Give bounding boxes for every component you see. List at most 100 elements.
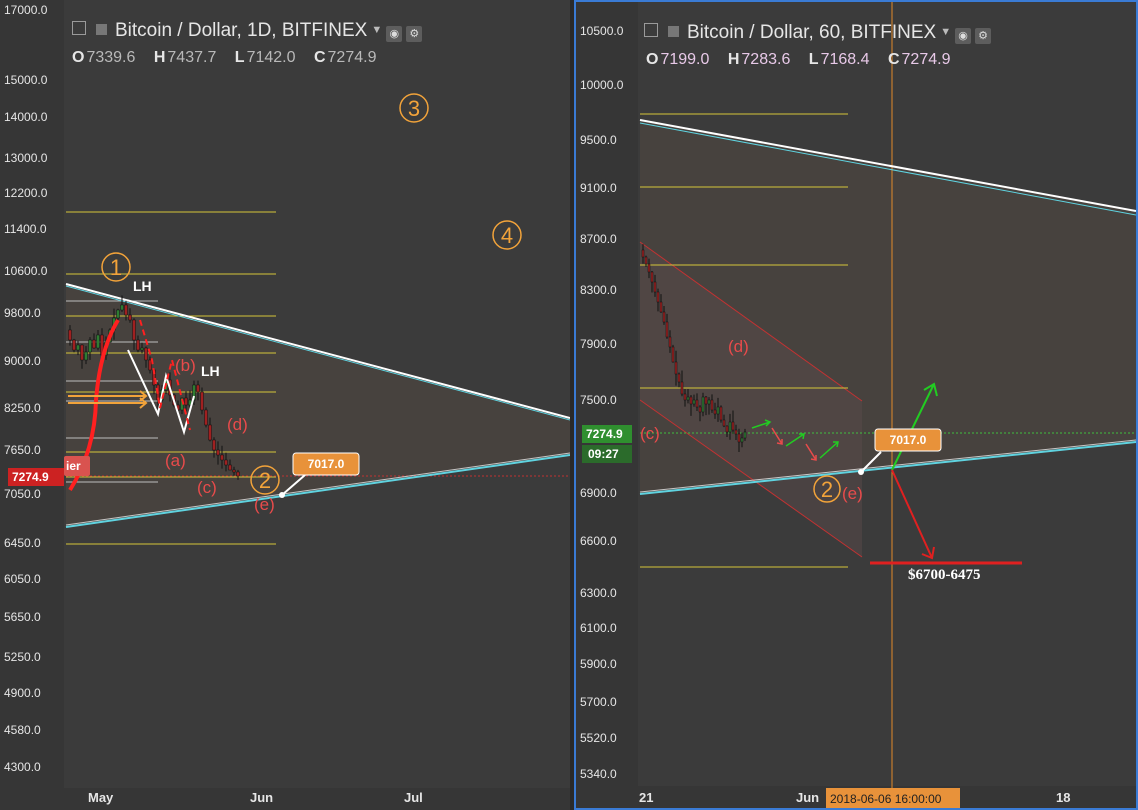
svg-text:3: 3 — [408, 96, 420, 121]
left-y-tick: 15000.0 — [4, 73, 48, 87]
candle — [72, 339, 76, 351]
candle — [647, 263, 651, 273]
red-wave-path — [139, 319, 191, 431]
triangle-fill — [66, 284, 570, 527]
right-y-tick: 7500.0 — [580, 393, 617, 407]
symbol-icon — [668, 26, 679, 37]
chevron-down-icon[interactable]: ▼ — [940, 26, 952, 38]
compare-icon[interactable] — [644, 23, 658, 37]
hourly-chart-header: Bitcoin / Dollar, 60, BITFINEX ▼ ◉ ⚙ — [644, 22, 992, 44]
candle — [140, 347, 144, 351]
right-x-tick: Jun — [796, 790, 819, 805]
left-y-tick: 4580.0 — [4, 723, 41, 737]
left-y-tick: 8250.0 — [4, 401, 41, 415]
target-callout[interactable]: 7017.0 — [279, 452, 360, 498]
lh-label: LH — [201, 363, 220, 379]
projection-arrows — [751, 419, 839, 461]
upper-trendline-cyan — [639, 122, 1136, 216]
lh-label: LH — [133, 278, 152, 294]
right-y-tick: 10500.0 — [580, 24, 624, 38]
candle — [224, 459, 228, 466]
lower-trendline-white — [639, 439, 1136, 493]
circled-wave-2-label: 2 — [821, 477, 833, 502]
hourly-chart-canvas[interactable]: 10500.0 10000.0 9500.0 9100.0 8700.0 830… — [576, 2, 1136, 808]
candle — [659, 301, 663, 313]
left-y-tick: 5250.0 — [4, 650, 41, 664]
target-callout[interactable]: 7017.0 — [858, 428, 942, 475]
upper-trendline — [639, 119, 1136, 212]
candle — [686, 396, 690, 401]
candle — [713, 409, 717, 415]
chart-title[interactable]: Bitcoin / Dollar, 60, BITFINEX — [687, 22, 937, 43]
left-y-tick: 5650.0 — [4, 610, 41, 624]
chart-title[interactable]: Bitcoin / Dollar, 1D, BITFINEX — [115, 20, 368, 41]
side-label-badge: ier — [64, 456, 90, 476]
gear-icon[interactable]: ⚙ — [975, 28, 992, 44]
eye-icon[interactable]: ◉ — [955, 28, 972, 44]
candle — [692, 399, 696, 405]
candle — [743, 431, 747, 439]
svg-text:7017.0: 7017.0 — [890, 433, 927, 447]
bearish-arrow — [891, 469, 933, 559]
eye-icon[interactable]: ◉ — [386, 26, 403, 42]
candle — [671, 346, 675, 363]
wave-label-e: (e) — [254, 495, 275, 514]
right-y-tick: 6100.0 — [580, 621, 617, 635]
candle — [668, 336, 672, 348]
left-x-tick: Jun — [250, 790, 273, 805]
channel-fill — [640, 242, 862, 557]
chevron-down-icon[interactable]: ▼ — [371, 24, 383, 36]
compare-icon[interactable] — [72, 21, 86, 35]
candle — [128, 314, 132, 321]
left-y-tick: 6050.0 — [4, 572, 41, 586]
candle — [641, 249, 645, 258]
left-y-tick: 17000.0 — [4, 3, 48, 17]
price-axis[interactable] — [0, 0, 64, 810]
candle — [707, 399, 711, 405]
date-axis[interactable] — [0, 788, 570, 810]
candle — [644, 256, 648, 265]
price-axis[interactable] — [576, 2, 638, 808]
candle — [208, 424, 212, 441]
svg-text:7274.9: 7274.9 — [586, 427, 623, 441]
channel-lower — [639, 399, 863, 558]
candle — [704, 396, 708, 405]
candle — [665, 321, 669, 338]
candle — [698, 406, 702, 413]
daily-chart-pane[interactable]: 17000.0 15000.0 14000.0 13000.0 12200.0 … — [0, 0, 570, 810]
candle — [740, 437, 744, 443]
wave-label-d: (d) — [227, 415, 248, 434]
wave-label-a: (a) — [165, 451, 186, 470]
candle — [192, 384, 196, 401]
upper-trendline-cyan — [65, 285, 570, 421]
daily-chart-canvas[interactable]: 17000.0 15000.0 14000.0 13000.0 12200.0 … — [0, 0, 570, 810]
wave-label-c: (c) — [640, 424, 660, 443]
circled-wave-numbers: 1 2 3 4 — [101, 93, 522, 495]
wave-label-b: (b) — [175, 356, 196, 375]
gear-icon[interactable]: ⚙ — [406, 26, 423, 42]
candle — [656, 291, 660, 303]
svg-text:1: 1 — [110, 255, 122, 280]
lower-trendline — [65, 454, 570, 528]
left-y-tick: 12200.0 — [4, 186, 48, 200]
candle — [76, 344, 80, 351]
candle — [124, 304, 128, 316]
candle — [683, 393, 687, 401]
candle — [689, 396, 693, 405]
candle — [719, 406, 723, 421]
left-y-tick: 4300.0 — [4, 760, 41, 774]
candle — [84, 351, 88, 361]
orange-arrows — [68, 390, 148, 409]
left-y-tick: 7050.0 — [4, 487, 41, 501]
right-y-tick: 6600.0 — [580, 534, 617, 548]
candle — [701, 396, 705, 413]
fib-levels — [640, 113, 848, 568]
right-x-tick: 21 — [639, 790, 653, 805]
volume-profile-lines — [66, 300, 158, 483]
channel-upper — [639, 241, 863, 402]
candle — [132, 319, 136, 341]
left-y-tick: 9800.0 — [4, 306, 41, 320]
candle — [184, 397, 188, 406]
left-y-tick: 11400.0 — [4, 222, 47, 236]
hourly-chart-pane[interactable]: 10500.0 10000.0 9500.0 9100.0 8700.0 830… — [574, 0, 1138, 810]
